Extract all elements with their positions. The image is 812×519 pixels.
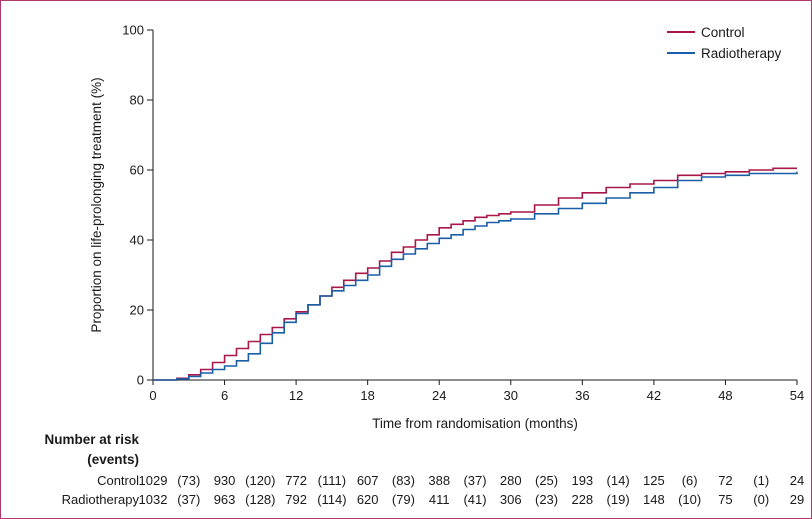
x-axis-title: Time from randomisation (months) [372, 416, 578, 431]
risk-events: (114) [317, 492, 346, 507]
risk-number: 148 [643, 492, 665, 507]
y-tick-label: 80 [130, 93, 144, 108]
x-tick-label: 6 [221, 388, 228, 403]
risk-row-label: Control [97, 473, 139, 488]
risk-number: 930 [214, 473, 236, 488]
legend-label-control: Control [701, 25, 745, 40]
risk-number: 193 [571, 473, 593, 488]
legend: Control Radiotherapy [667, 25, 782, 61]
x-tick-label: 0 [149, 388, 156, 403]
risk-number: 75 [718, 492, 732, 507]
risk-number: 792 [285, 492, 307, 507]
x-tick-label: 48 [718, 388, 732, 403]
risk-number: 280 [500, 473, 522, 488]
y-tick-label: 0 [137, 373, 144, 388]
risk-events: (0) [753, 492, 769, 507]
risk-number: 1032 [139, 492, 168, 507]
x-tick-label: 42 [647, 388, 661, 403]
risk-table-subtitle: (events) [87, 452, 139, 467]
risk-events: (120) [245, 473, 275, 488]
y-axis-title: Proportion on life-prolonging treatment … [89, 77, 104, 332]
axes: 0 20 40 60 80 100 0 6 12 18 24 30 36 42 48 54 [122, 23, 804, 404]
risk-events: (128) [245, 492, 275, 507]
risk-events: (23) [535, 492, 558, 507]
risk-number: 125 [643, 473, 665, 488]
risk-number: 72 [718, 473, 732, 488]
y-tick-label: 20 [130, 303, 144, 318]
risk-number: 306 [500, 492, 522, 507]
risk-row-label: Radiotherapy [62, 492, 140, 507]
risk-events: (79) [392, 492, 415, 507]
risk-number: 411 [429, 492, 450, 507]
y-tick-label: 40 [130, 233, 144, 248]
risk-events: (37) [177, 492, 200, 507]
x-tick-label: 24 [432, 388, 446, 403]
risk-events: (19) [607, 492, 630, 507]
y-tick-label: 100 [122, 23, 144, 38]
risk-number: 963 [214, 492, 236, 507]
x-tick-label: 12 [289, 388, 303, 403]
x-tick-label: 36 [575, 388, 589, 403]
risk-events: (37) [463, 473, 486, 488]
x-tick-label: 18 [360, 388, 374, 403]
risk-number: 607 [357, 473, 379, 488]
risk-number: 24 [790, 473, 804, 488]
series-line-radiotherapy [153, 171, 798, 381]
risk-events: (10) [678, 492, 701, 507]
risk-number: 388 [428, 473, 450, 488]
risk-events: (83) [392, 473, 415, 488]
risk-number: 620 [357, 492, 379, 507]
risk-events: (41) [463, 492, 486, 507]
risk-events: (1) [753, 473, 769, 488]
x-tick-label: 54 [790, 388, 804, 403]
risk-events: (73) [177, 473, 200, 488]
x-tick-label: 30 [504, 388, 518, 403]
legend-label-radiotherapy: Radiotherapy [701, 46, 782, 61]
risk-number: 228 [571, 492, 593, 507]
risk-table-title: Number at risk [44, 432, 139, 447]
risk-number: 29 [790, 492, 804, 507]
risk-events: (6) [682, 473, 698, 488]
risk-number: 772 [285, 473, 307, 488]
risk-events: (25) [535, 473, 558, 488]
risk-events: (14) [607, 473, 630, 488]
series-layer [153, 167, 798, 381]
y-tick-label: 60 [130, 163, 144, 178]
series-line-control [153, 167, 797, 381]
risk-number: 1029 [139, 473, 168, 488]
risk-table: Number at risk (events) Control 1029 (73) 9… [44, 432, 804, 507]
risk-events: (111) [318, 473, 346, 488]
